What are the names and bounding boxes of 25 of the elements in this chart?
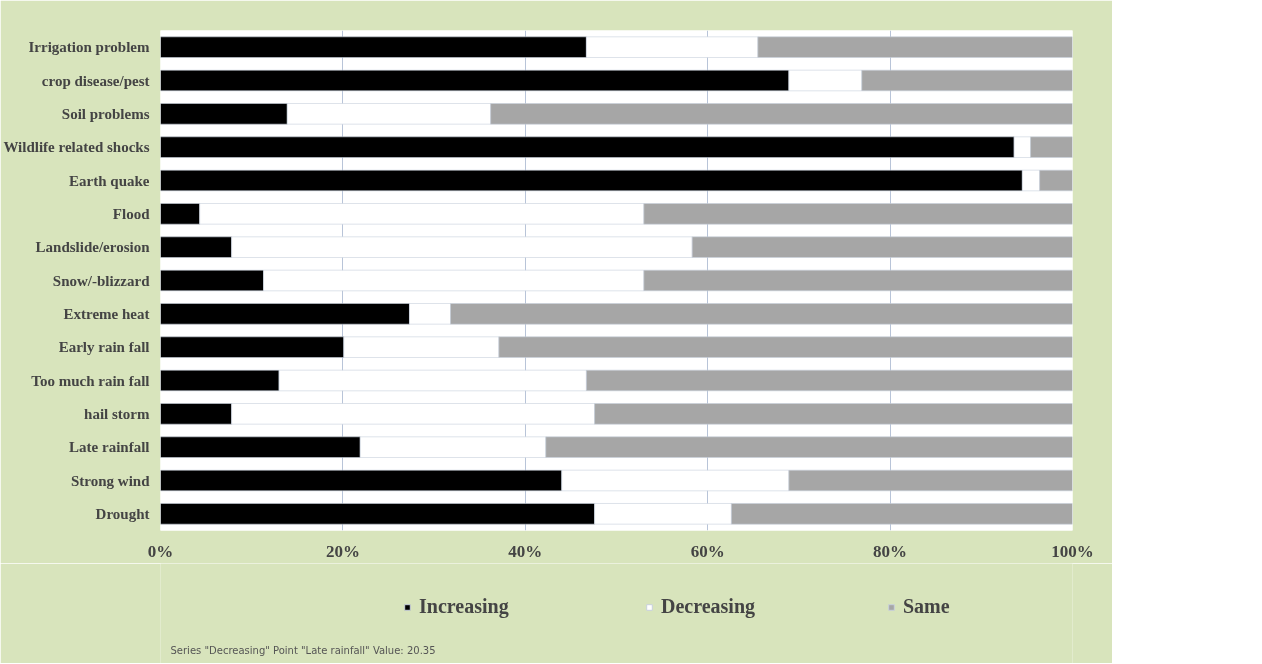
y-tick-label: Too much rain fall	[31, 372, 150, 389]
text: Series "Decreasing" Point "Late rainfall" Value: 20.35	[170, 644, 436, 656]
y-tick-label: Drought	[95, 505, 150, 522]
legend-label: Same	[903, 595, 951, 618]
x-tick-label: 20%	[325, 541, 360, 561]
y-tick-label: Soil problems	[61, 105, 150, 122]
y-tick-label: hail storm	[84, 405, 150, 422]
legend-label: Increasing	[419, 595, 510, 618]
y-tick-label: Earth quake	[69, 172, 150, 189]
y-tick-label: Wildlife related shocks	[3, 139, 150, 156]
y-tick-label: Early rain fall	[58, 339, 150, 356]
y-tick-label: Landslide/erosion	[35, 239, 151, 256]
y-tick-label: Snow/-blizzard	[52, 272, 151, 289]
y-tick-label: crop disease/pest	[41, 72, 150, 89]
y-tick-label: Extreme heat	[63, 305, 150, 322]
x-tick-label: 0%	[147, 541, 174, 561]
x-tick-label: 100%	[1051, 541, 1094, 561]
y-tick-label: Irrigation problem	[28, 39, 150, 56]
y-tick-label: Strong wind	[71, 472, 151, 489]
x-tick-label: 40%	[508, 541, 543, 561]
legend-label: Decreasing	[661, 595, 757, 618]
y-tick-label: Late rainfall	[69, 439, 150, 456]
y-tick-label: Flood	[112, 205, 151, 222]
x-tick-label: 80%	[873, 541, 908, 561]
x-tick-label: 60%	[690, 541, 725, 561]
